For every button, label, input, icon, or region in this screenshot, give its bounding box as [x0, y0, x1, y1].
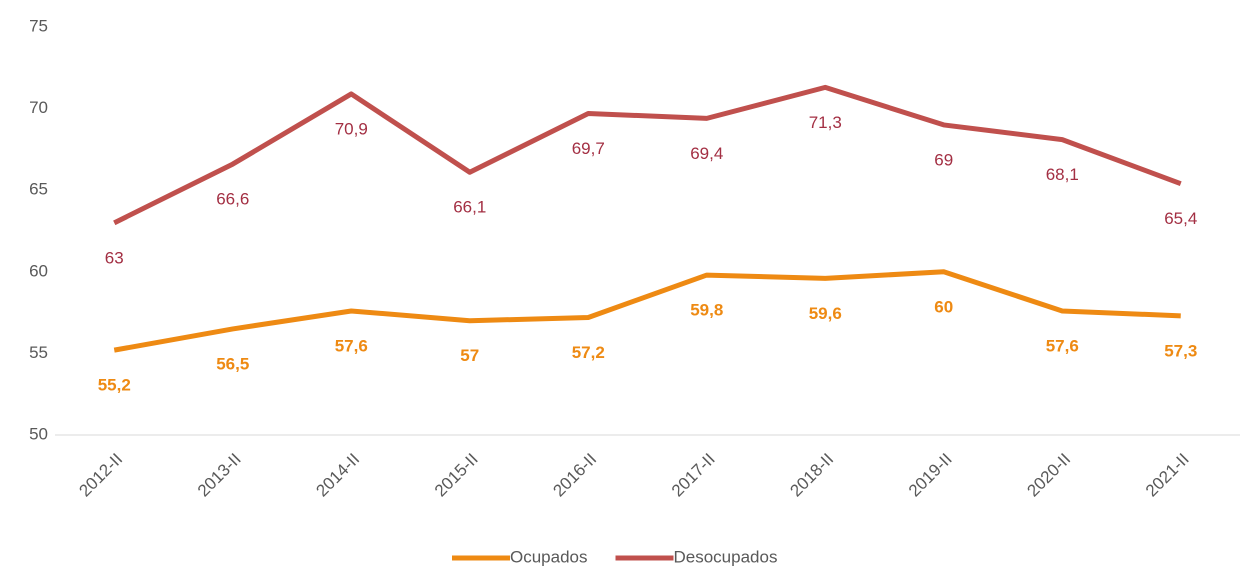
data-label: 71,3 [809, 113, 842, 132]
data-label: 57,6 [335, 336, 368, 355]
data-label: 70,9 [335, 119, 368, 138]
series-line [113, 84, 1182, 226]
data-label: 60 [934, 297, 953, 316]
data-label: 55,2 [98, 376, 131, 395]
data-label: 63 [105, 248, 124, 267]
data-label: 59,8 [690, 301, 723, 320]
x-tick-label: 2019-II [905, 450, 956, 501]
x-tick-label: 2015-II [431, 450, 482, 501]
data-label: 57,6 [1046, 336, 1079, 355]
data-label: 69 [934, 150, 953, 169]
y-tick-label: 50 [29, 424, 48, 443]
x-tick-label: 2018-II [786, 450, 837, 501]
x-tick-label: 2020-II [1023, 450, 1074, 501]
legend-label: Ocupados [510, 547, 588, 566]
x-tick-label: 2021-II [1142, 450, 1193, 501]
data-label: 68,1 [1046, 165, 1079, 184]
data-label: 57,3 [1164, 341, 1197, 360]
y-tick-label: 60 [29, 261, 48, 280]
y-tick-label: 70 [29, 98, 48, 117]
x-tick-label: 2013-II [194, 450, 245, 501]
data-label: 57 [460, 346, 479, 365]
y-tick-label: 55 [29, 343, 48, 362]
data-label: 69,7 [572, 139, 605, 158]
x-tick-label: 2014-II [312, 450, 363, 501]
data-label: 57,2 [572, 343, 605, 362]
y-tick-label: 75 [29, 16, 48, 35]
data-label: 66,6 [216, 190, 249, 209]
legend-label: Desocupados [674, 547, 778, 566]
data-label: 59,6 [809, 304, 842, 323]
series-line [113, 269, 1181, 353]
data-label: 65,4 [1164, 209, 1197, 228]
data-label: 69,4 [690, 144, 723, 163]
y-tick-label: 65 [29, 180, 48, 199]
data-label: 66,1 [453, 198, 486, 217]
x-tick-label: 2016-II [549, 450, 600, 501]
data-label: 56,5 [216, 354, 249, 373]
x-tick-label: 2012-II [75, 450, 126, 501]
x-tick-label: 2017-II [668, 450, 719, 501]
